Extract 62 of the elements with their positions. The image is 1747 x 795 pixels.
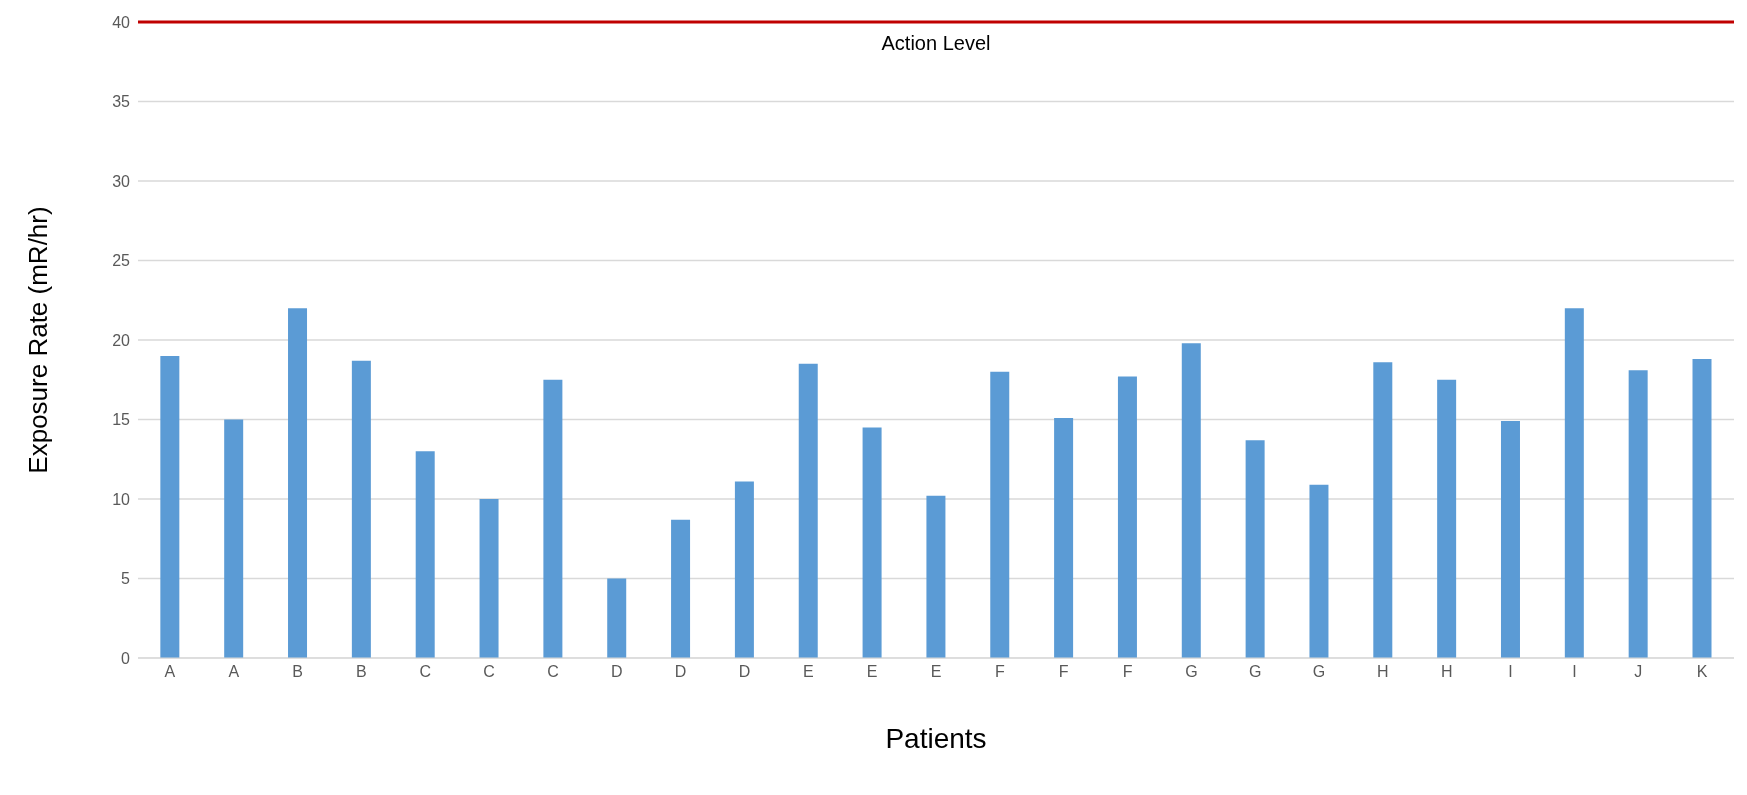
bar: [1692, 359, 1712, 658]
bar: [543, 379, 563, 658]
bar: [1181, 343, 1201, 658]
x-tick-label: E: [866, 663, 878, 681]
bar: [288, 308, 308, 658]
bar: [224, 419, 244, 658]
x-tick-label: C: [419, 663, 432, 681]
x-tick-label: H: [1377, 663, 1389, 681]
bar: [479, 499, 499, 658]
x-tick-label: C: [483, 663, 495, 681]
x-tick-label: H: [1440, 663, 1453, 681]
bar: [1054, 417, 1074, 658]
ref-line-label: Action Level: [881, 32, 991, 55]
x-tick-label: F: [994, 663, 1005, 681]
y-tick-label: 5: [121, 570, 131, 588]
bar: [1437, 379, 1457, 658]
bar: [990, 371, 1010, 658]
x-tick-label: F: [1058, 663, 1069, 681]
x-tick-label: B: [292, 663, 303, 681]
y-tick-label: 0: [121, 649, 131, 667]
x-tick-label: A: [228, 663, 240, 681]
y-tick-label: 40: [112, 13, 131, 31]
bar: [1245, 440, 1265, 658]
bar: [160, 355, 180, 658]
bar: [798, 363, 818, 658]
y-tick-label: 30: [112, 172, 131, 190]
y-axis-title: Exposure Rate (mR/hr): [23, 206, 54, 474]
x-tick-label: G: [1312, 663, 1326, 681]
x-tick-label: B: [356, 663, 367, 681]
bar: [734, 481, 754, 658]
x-tick-label: K: [1696, 663, 1708, 681]
y-tick-label: 25: [112, 252, 131, 270]
x-tick-label: F: [1122, 663, 1133, 681]
bar: [1628, 370, 1648, 658]
bar: [1373, 362, 1393, 658]
bar: [1564, 308, 1584, 658]
x-tick-label: A: [164, 663, 176, 681]
x-tick-label: D: [738, 663, 751, 681]
y-tick-label: 15: [112, 411, 131, 429]
x-axis-title: Patients: [885, 723, 987, 754]
x-tick-label: E: [930, 663, 942, 681]
x-tick-label: G: [1248, 663, 1262, 681]
bar: [351, 360, 371, 658]
bar: [1309, 484, 1329, 658]
y-tick-label: 10: [112, 490, 131, 508]
y-tick-label: 35: [112, 93, 131, 111]
x-tick-label: E: [802, 663, 814, 681]
bar: [607, 578, 627, 658]
bar: [671, 519, 691, 658]
y-tick-label: 20: [112, 331, 131, 349]
x-tick-label: G: [1185, 663, 1198, 681]
x-tick-label: I: [1508, 663, 1513, 681]
x-tick-label: D: [674, 663, 687, 681]
x-tick-label: D: [611, 663, 623, 681]
x-tick-label: C: [547, 663, 559, 681]
bar: [862, 427, 882, 658]
x-tick-label: J: [1634, 663, 1643, 681]
bar: [926, 495, 946, 658]
bar: [1500, 421, 1520, 658]
x-tick-label: I: [1572, 663, 1577, 681]
bar: [1117, 376, 1137, 658]
bar: [415, 451, 435, 658]
